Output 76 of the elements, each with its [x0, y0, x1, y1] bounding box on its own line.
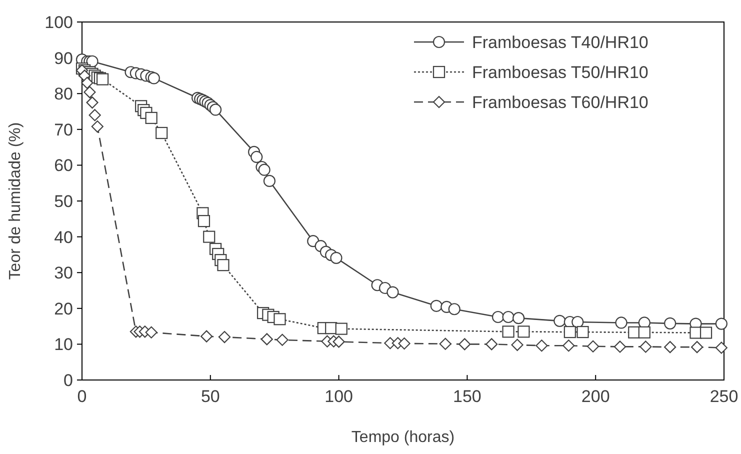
point: [276, 334, 288, 346]
point: [512, 312, 525, 324]
point: [562, 340, 575, 352]
point: [260, 333, 273, 346]
point: [386, 286, 399, 298]
point: [200, 330, 213, 342]
y-tick-label: 80: [54, 84, 73, 104]
point: [145, 326, 158, 338]
point: [84, 86, 96, 98]
legend-label: Framboesas T40/HR10: [472, 32, 648, 52]
point: [640, 340, 652, 353]
point: [700, 326, 712, 339]
point: [218, 330, 231, 344]
point: [203, 230, 216, 243]
point: [448, 303, 460, 316]
point: [690, 341, 704, 354]
x-tick-label: 50: [200, 387, 220, 406]
y-tick-label: 30: [54, 264, 73, 283]
y-tick-label: 0: [64, 370, 73, 390]
point: [536, 340, 548, 352]
x-tick-label: 200: [581, 387, 610, 406]
point: [511, 338, 524, 351]
point: [209, 104, 222, 116]
y-tick-label: 50: [54, 192, 73, 211]
y-axis-title: Teor de humidade (%): [7, 122, 24, 280]
point: [486, 338, 498, 350]
point: [335, 322, 348, 335]
y-tick-label: 100: [44, 12, 73, 32]
point: [148, 72, 160, 84]
point: [502, 310, 514, 324]
point: [81, 76, 94, 89]
legend-label: Framboesas T60/HR10: [472, 92, 648, 112]
y-tick-label: 60: [54, 156, 73, 176]
point: [430, 300, 442, 312]
point: [217, 259, 230, 272]
x-tick-label: 0: [77, 387, 87, 406]
point: [198, 215, 210, 228]
point: [690, 326, 702, 339]
point: [96, 73, 109, 86]
point: [263, 174, 276, 187]
point: [554, 314, 566, 327]
point: [91, 120, 104, 133]
y-tick-label: 90: [54, 48, 73, 68]
y-tick-label: 40: [54, 228, 73, 247]
point: [398, 337, 410, 350]
point: [274, 313, 286, 326]
point: [86, 96, 98, 109]
x-tick-label: 150: [453, 387, 482, 406]
point: [330, 252, 342, 264]
point: [572, 316, 584, 328]
point: [638, 326, 650, 338]
point: [564, 326, 576, 338]
point: [88, 109, 101, 122]
point: [332, 336, 345, 348]
point: [715, 318, 728, 330]
point: [586, 340, 600, 352]
y-tick-label: 70: [54, 120, 73, 140]
point: [458, 338, 471, 350]
point: [664, 341, 676, 354]
y-tick-label: 10: [54, 335, 73, 354]
point: [258, 164, 270, 176]
point: [576, 326, 589, 338]
x-tick-label: 100: [324, 387, 353, 406]
point: [156, 126, 168, 140]
legend-label: Framboesas T50/HR10: [472, 62, 648, 82]
point: [250, 150, 263, 164]
point: [518, 326, 530, 338]
point: [615, 316, 628, 329]
x-axis-title: Tempo (horas): [351, 429, 455, 446]
point: [664, 317, 676, 330]
x-tick-label: 250: [710, 387, 738, 406]
point: [439, 338, 452, 350]
point: [145, 112, 158, 124]
point: [502, 326, 514, 338]
point: [492, 310, 504, 324]
y-tick-label: 20: [54, 299, 73, 318]
